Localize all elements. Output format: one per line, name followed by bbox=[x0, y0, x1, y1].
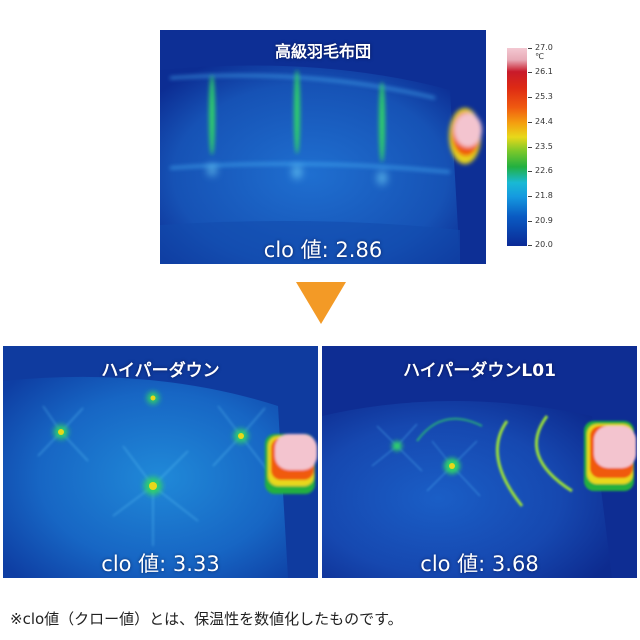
scale-label: 23.5 bbox=[535, 142, 553, 151]
thermal-image-top bbox=[160, 30, 486, 264]
scale-unit: ℃ bbox=[535, 52, 544, 61]
footnote: ※clo値（クロー値）とは、保温性を数値化したものです。 bbox=[10, 610, 403, 628]
clo-value: clo 値: 3.68 bbox=[420, 552, 539, 576]
panel-title: ハイパーダウン bbox=[101, 361, 220, 381]
down-arrow-icon bbox=[296, 282, 346, 324]
scale-label: 24.4 bbox=[535, 117, 553, 126]
thermal-image-hyper-down: ハイパーダウン clo 値: 3.33 bbox=[3, 346, 318, 578]
thermal-image-bottom-left bbox=[3, 346, 318, 578]
color-scale-bar bbox=[507, 48, 527, 246]
scale-label: 26.1 bbox=[535, 67, 553, 76]
scale-label-max: 27.0 bbox=[535, 43, 553, 52]
thermal-image-premium-down: 高級羽毛布団 clo 値: 2.86 bbox=[160, 30, 486, 264]
thermal-image-bottom-right bbox=[322, 346, 637, 578]
thermal-image-hyper-down-l01: ハイパーダウンL01 clo 値: 3.68 bbox=[322, 346, 637, 578]
clo-value: clo 値: 3.33 bbox=[101, 552, 220, 576]
panel-title: 高級羽毛布団 bbox=[274, 42, 371, 61]
scale-label: 21.8 bbox=[535, 191, 553, 200]
panel-title: ハイパーダウンL01 bbox=[403, 361, 556, 381]
scale-label-min: 20.0 bbox=[535, 240, 553, 249]
scale-label: 22.6 bbox=[535, 166, 553, 175]
scale-label: 25.3 bbox=[535, 92, 553, 101]
scale-label: 20.9 bbox=[535, 216, 553, 225]
temperature-scale: 27.0 ℃ 26.1 25.3 24.4 23.5 22.6 21.8 20.… bbox=[505, 43, 555, 252]
clo-value: clo 値: 2.86 bbox=[263, 238, 383, 262]
